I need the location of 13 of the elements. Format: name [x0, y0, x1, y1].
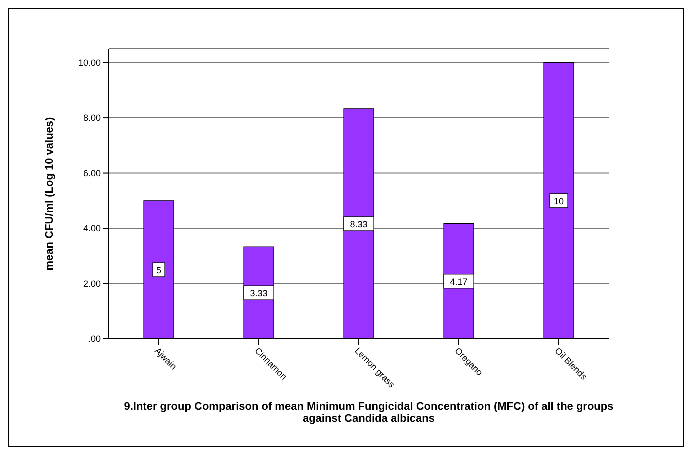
- y-axis-title: mean CFU/ml (Log 10 values): [44, 116, 56, 271]
- data-label: 3.33: [250, 288, 268, 299]
- data-label: 10: [554, 196, 564, 206]
- data-label: 8.33: [350, 219, 368, 230]
- data-label: 5: [156, 265, 162, 276]
- y-tick-label: 6.00: [83, 168, 101, 178]
- y-tick-label: .00: [88, 334, 101, 344]
- text: 9.Inter group Comparison of mean Minimum Fungicidal Concentration (MFC) of all the groups against Candida albicans: [123, 401, 615, 425]
- y-tick-label: 2.00: [83, 278, 101, 289]
- data-label: 4.17: [450, 276, 468, 287]
- y-tick-label: 4.00: [83, 224, 101, 234]
- y-tick-label: 8.00: [83, 113, 101, 124]
- y-tick-label: 10.00: [78, 58, 101, 68]
